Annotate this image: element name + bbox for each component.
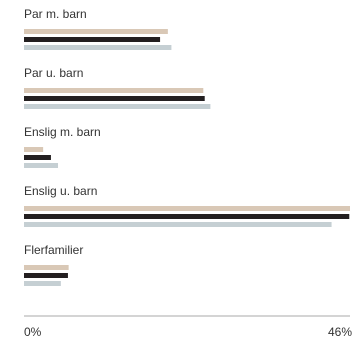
bar-series-2 (24, 214, 350, 219)
bar-series-1 (24, 147, 44, 152)
bar-series-1 (24, 265, 69, 270)
bar-series-1 (24, 88, 204, 93)
bar-series-2 (24, 273, 68, 278)
category-label: Par m. barn (24, 7, 87, 21)
bar-series-3 (24, 281, 61, 286)
x-tick-label-min: 0% (24, 325, 42, 339)
category-label: Enslig m. barn (24, 125, 101, 139)
bar-series-2 (24, 155, 51, 160)
bar-series-1 (24, 29, 168, 34)
category-label: Flerfamilier (24, 243, 83, 257)
bar-groups: Par m. barn Par u. barn Enslig m. barn Ensl… (24, 7, 350, 286)
bar-series-3 (24, 222, 332, 227)
category-label: Enslig u. barn (24, 184, 97, 198)
bar-series-3 (24, 163, 59, 168)
bar-series-1 (24, 206, 350, 211)
category-label: Par u. barn (24, 66, 83, 80)
x-tick-label-max: 46% (328, 325, 352, 339)
bar-series-3 (24, 45, 172, 50)
bar-series-2 (24, 96, 205, 101)
bar-series-3 (24, 104, 211, 109)
bar-series-2 (24, 37, 161, 42)
